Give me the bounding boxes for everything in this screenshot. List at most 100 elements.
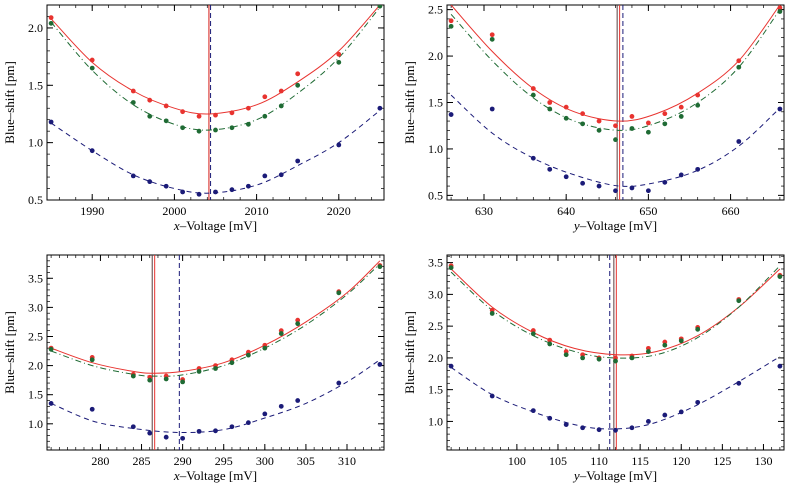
data-point-s2 xyxy=(48,20,54,26)
data-point-s3 xyxy=(596,183,602,189)
x-tick-label: 2020 xyxy=(327,204,351,218)
plot-area xyxy=(48,255,383,450)
data-point-s3 xyxy=(645,419,651,424)
data-point-s1 xyxy=(596,118,602,124)
data-point-s3 xyxy=(377,105,383,111)
data-point-s2 xyxy=(580,355,586,361)
data-point-s3 xyxy=(695,166,701,172)
data-point-s2 xyxy=(629,355,635,361)
data-point-s3 xyxy=(229,187,235,193)
data-point-s1 xyxy=(245,105,251,111)
chart-panel-2: 630 640 650 660 0.5 1.0 1.5 2.0 2.5 y–Voltage [mV… xyxy=(402,3,785,233)
data-point-s3 xyxy=(489,106,495,112)
data-point-s2 xyxy=(180,379,186,385)
data-point-s3 xyxy=(777,106,783,112)
data-point-s3 xyxy=(629,425,635,431)
data-point-s2 xyxy=(377,5,383,9)
fit-curve-3 xyxy=(50,110,381,194)
y-axis-label: Blue–shift [pm] xyxy=(402,311,417,394)
data-point-s3 xyxy=(563,174,569,180)
y-tick-label: 1.5 xyxy=(28,78,43,92)
data-point-s1 xyxy=(295,71,301,77)
y-tick-label: 3.0 xyxy=(428,287,443,301)
data-point-s3 xyxy=(613,427,618,433)
data-point-s2 xyxy=(596,356,602,362)
x-axis-label: y–Voltage [mV] xyxy=(572,218,657,233)
data-point-s3 xyxy=(662,412,668,418)
fit-curve-2 xyxy=(450,9,781,131)
data-point-s1 xyxy=(547,100,553,105)
data-point-s1 xyxy=(336,51,342,57)
data-point-s2 xyxy=(278,103,284,109)
data-point-s2 xyxy=(736,298,742,304)
data-point-s2 xyxy=(662,342,668,348)
data-point-s3 xyxy=(163,434,169,440)
data-point-s2 xyxy=(448,23,454,29)
data-point-s3 xyxy=(262,173,268,179)
y-tick-label: 2.0 xyxy=(428,49,443,63)
data-point-s3 xyxy=(130,173,136,179)
data-point-s3 xyxy=(448,112,454,117)
data-point-s2 xyxy=(229,125,235,131)
data-point-s3 xyxy=(613,188,618,194)
data-point-s3 xyxy=(163,183,169,189)
data-point-s3 xyxy=(213,189,218,195)
data-point-s2 xyxy=(530,331,536,337)
x-axis-label-rest: –Voltage [mV] xyxy=(179,218,257,233)
data-point-s2 xyxy=(147,377,153,383)
x-tick-label: 310 xyxy=(338,454,356,468)
plot-area xyxy=(48,5,383,200)
data-point-s1 xyxy=(229,110,235,116)
fit-curve-2 xyxy=(50,263,381,377)
data-point-s3 xyxy=(377,362,383,367)
fit-curve-2 xyxy=(450,265,781,359)
data-point-s1 xyxy=(130,88,136,94)
x-tick-label: 110 xyxy=(590,454,608,468)
data-point-s3 xyxy=(147,430,153,436)
data-point-s3 xyxy=(547,166,553,172)
fit-curve-1 xyxy=(450,5,781,122)
x-tick-label: 115 xyxy=(631,454,649,468)
data-point-s1 xyxy=(736,58,742,64)
data-point-s1 xyxy=(163,103,169,109)
data-point-s3 xyxy=(629,185,635,191)
data-point-s2 xyxy=(130,100,136,105)
y-tick-label: 2.0 xyxy=(28,359,43,373)
y-tick-label: 1.0 xyxy=(428,142,443,156)
data-point-s3 xyxy=(695,399,701,405)
y-tick-label: 2.0 xyxy=(428,351,443,365)
x-tick-label: 1990 xyxy=(80,204,104,218)
data-point-s3 xyxy=(245,183,251,189)
data-point-s1 xyxy=(662,111,668,117)
chart-panel-1: 1990 2000 2010 2020 0.5 1.0 1.5 2.0 x–Voltage [m… xyxy=(2,4,385,233)
y-tick-label: 1.0 xyxy=(428,414,443,428)
plot-area xyxy=(448,255,783,450)
data-point-s2 xyxy=(563,352,569,358)
x-axis-label-rest: –Voltage [mV] xyxy=(179,468,257,483)
x-tick-label: 285 xyxy=(133,454,151,468)
data-point-s2 xyxy=(645,129,651,135)
data-point-s1 xyxy=(629,114,635,119)
y-axis-label: Blue–shift [pm] xyxy=(2,311,17,394)
data-point-s3 xyxy=(147,179,153,185)
data-point-s3 xyxy=(295,398,301,403)
x-axis-label: y–Voltage [mV] xyxy=(572,468,657,483)
data-point-s1 xyxy=(695,92,701,98)
data-point-s2 xyxy=(213,366,218,371)
data-point-s2 xyxy=(196,128,202,134)
x-axis-label-var: x xyxy=(173,468,180,483)
data-point-s1 xyxy=(295,317,301,323)
fit-curve-2 xyxy=(50,6,381,131)
y-tick-label: 2.5 xyxy=(428,3,443,17)
data-point-s2 xyxy=(295,321,301,327)
data-point-s2 xyxy=(547,106,553,112)
x-axis-label: x–Voltage [mV] xyxy=(173,468,257,483)
x-tick-label: 640 xyxy=(557,204,575,218)
data-point-s2 xyxy=(645,349,651,354)
x-tick-label: 305 xyxy=(297,454,315,468)
fit-curve-1 xyxy=(450,268,781,356)
data-point-s2 xyxy=(295,82,301,88)
fit-curve-3 xyxy=(50,359,381,434)
data-point-s3 xyxy=(180,189,186,195)
data-point-s2 xyxy=(163,118,169,124)
